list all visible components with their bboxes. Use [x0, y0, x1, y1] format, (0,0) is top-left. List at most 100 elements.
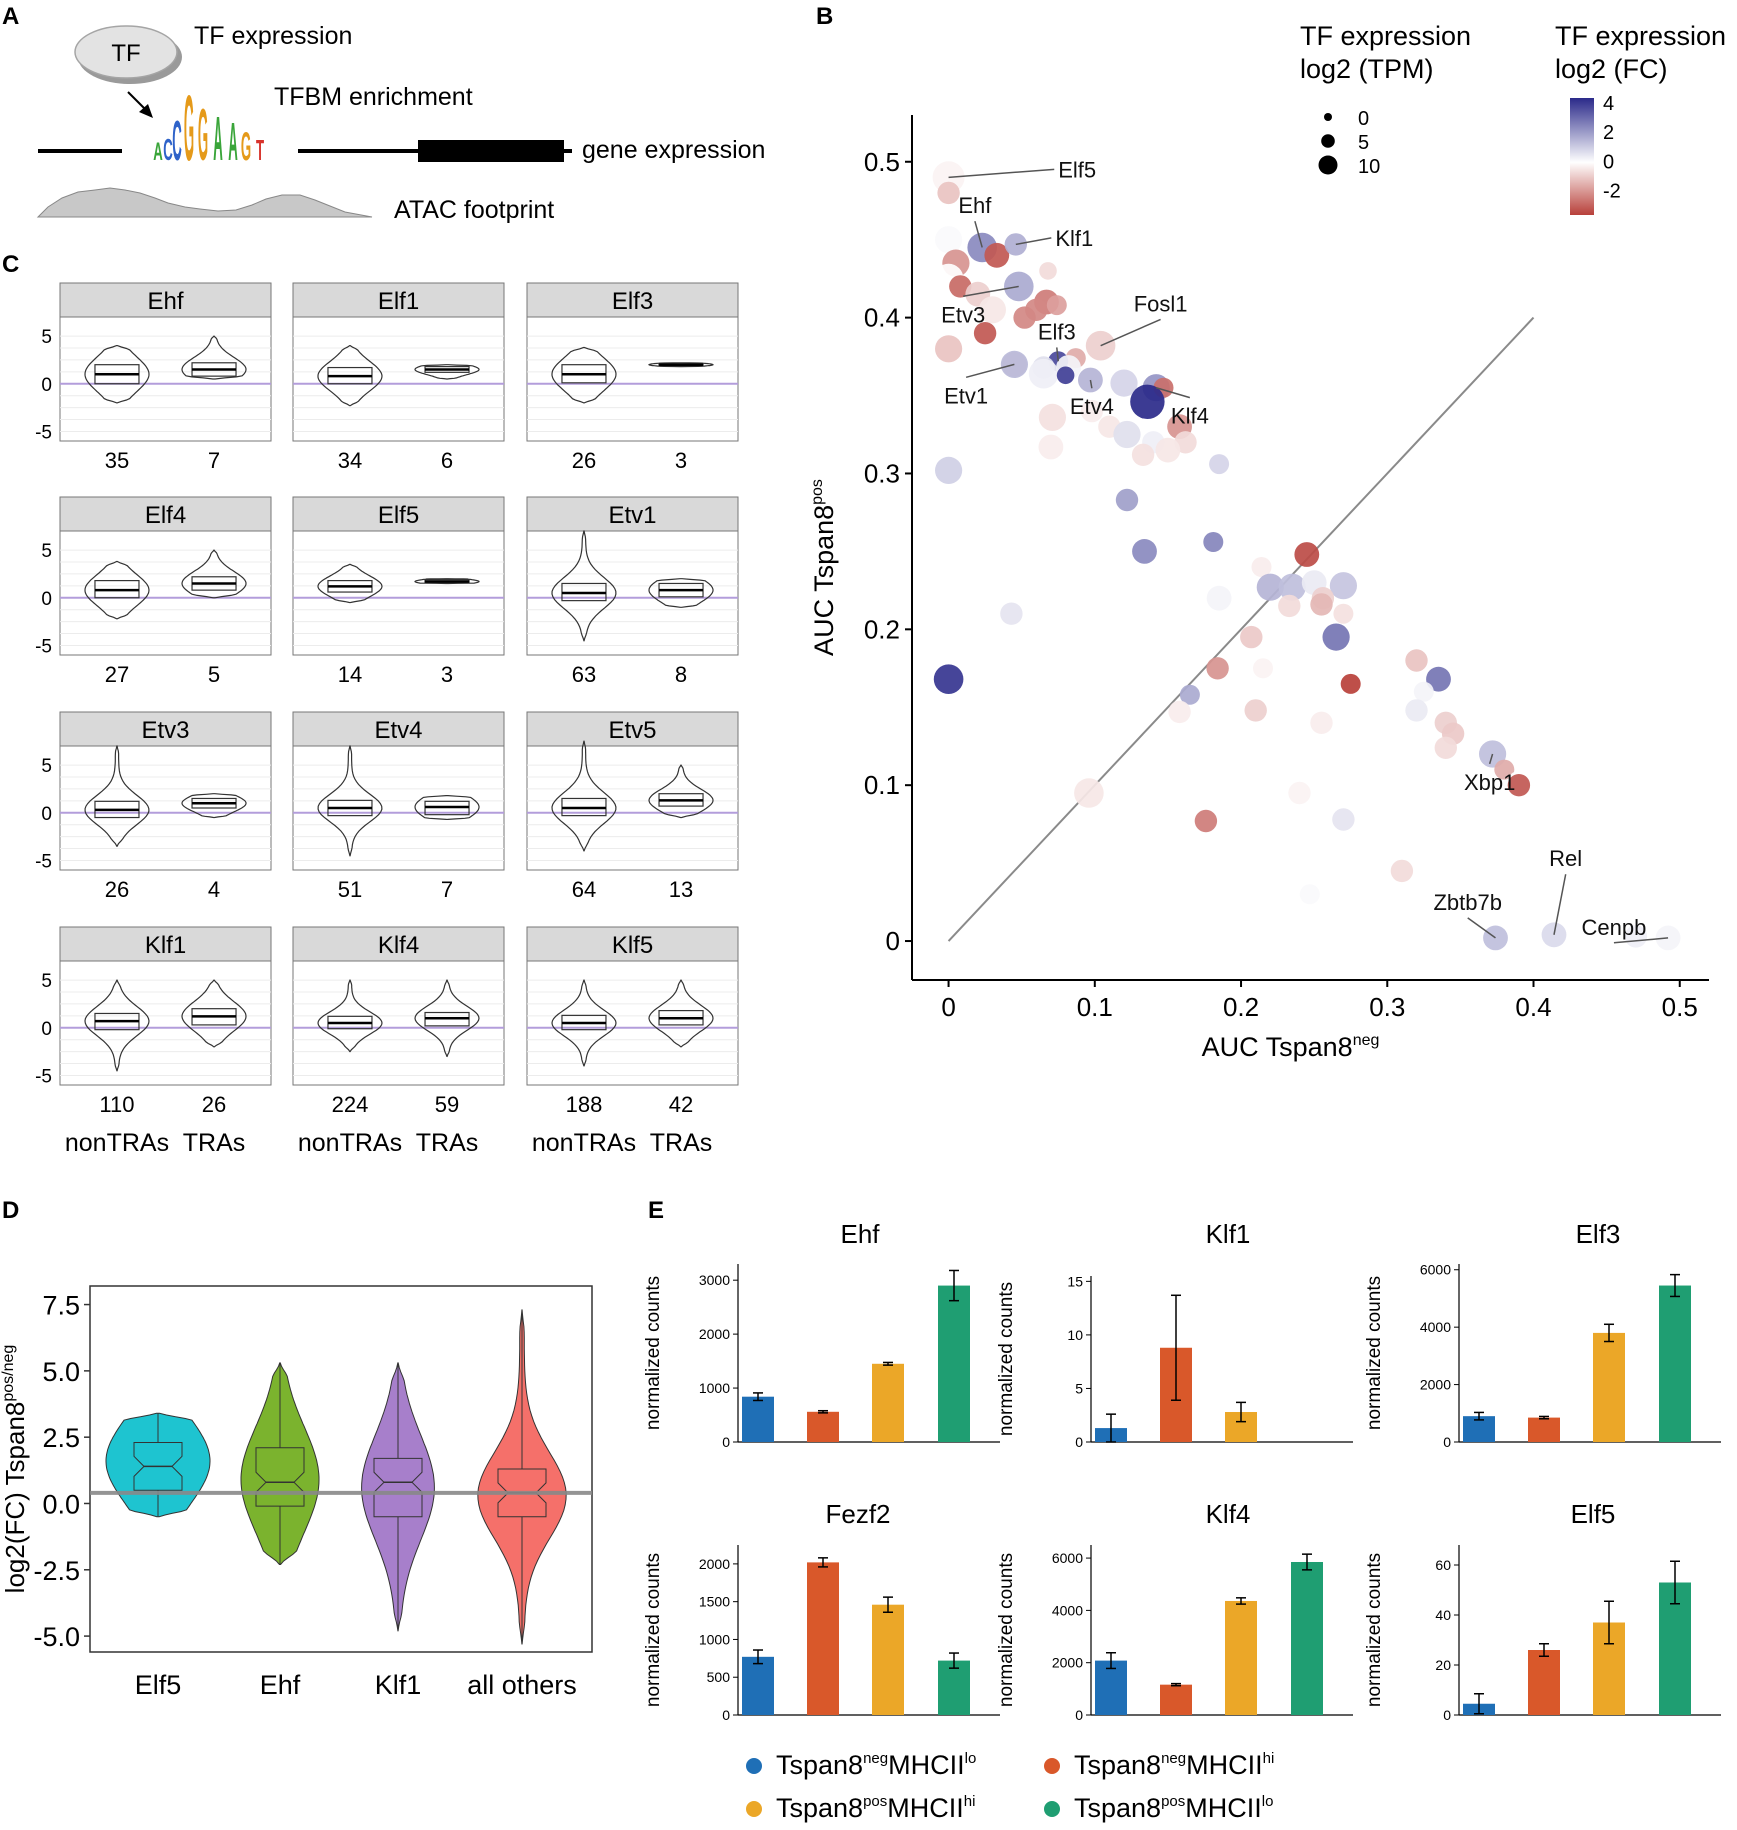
y-tick-label: 0.4: [864, 303, 900, 333]
scatter-point: [1413, 681, 1434, 702]
size-legend-label: 5: [1358, 132, 1369, 154]
facet-title: Etv3: [141, 717, 189, 744]
bar: [938, 1660, 970, 1715]
bar: [1528, 1650, 1560, 1715]
x-axis-title-text: AUC Tspan8: [1202, 1032, 1353, 1062]
color-legend-title-line: TF expression: [1555, 21, 1726, 51]
x-tick-label: 0.2: [1223, 992, 1259, 1022]
y-tick-label: 10: [1067, 1327, 1083, 1343]
legend-label-sup: neg: [1161, 1750, 1186, 1767]
x-category-label: nonTRAs: [65, 1129, 169, 1157]
y-tick-label: 1000: [699, 1380, 730, 1396]
scatter-point: [1494, 759, 1515, 780]
facet-title: Klf4: [378, 932, 419, 959]
y-tick-label: 2000: [699, 1556, 730, 1572]
y-tick-label: 0: [1443, 1707, 1451, 1723]
facet-strip: [292, 496, 505, 532]
bar: [1593, 1332, 1625, 1442]
y-axis-title: AUC Tspan8pos: [809, 479, 839, 656]
color-legend-label: 4: [1603, 93, 1614, 115]
facet-strip: [292, 282, 505, 318]
x-tick-label: 0.5: [1662, 992, 1698, 1022]
panel-letter-e: E: [648, 1197, 664, 1224]
annotation-leader: [965, 363, 1015, 379]
violin-shape: [414, 795, 480, 821]
violin-shape: [551, 979, 617, 1067]
scatter-point: [1038, 403, 1066, 431]
group-count: 110: [99, 1092, 134, 1117]
bar-panel: Elf5 0 20 40 60 normalized counts: [1364, 1499, 1721, 1723]
scatter-point: [1000, 350, 1028, 378]
legend-label-sup: hi: [964, 1793, 976, 1810]
group-count: 13: [669, 877, 693, 902]
y-tick-label: -5: [35, 422, 52, 443]
y-tick-label: 2000: [699, 1326, 730, 1342]
scatter-point: [984, 242, 1010, 268]
scatter-point: [1322, 623, 1350, 651]
facet-title: Elf4: [145, 502, 186, 529]
color-legend-title-line: log2 (FC): [1555, 54, 1668, 84]
scatter-point: [1288, 781, 1311, 805]
diagonal-line: [947, 316, 1535, 942]
facet-strip: [59, 711, 272, 747]
panel-b-scatter: 0 0.1 0.2 0.3 0.4 0.5 0 0.1 0.2 0.3 0.4 0.5 AUC Tspa…: [809, 21, 1726, 1062]
y-tick-label: -5: [35, 1066, 52, 1087]
scatter-point: [1085, 330, 1116, 361]
facet-strip: [526, 711, 739, 747]
y-axis-title: normalized counts: [643, 1553, 664, 1707]
annotation-label: Cenpb: [1582, 915, 1647, 940]
x-category-label: Klf1: [375, 1670, 422, 1700]
y-tick-label: 1000: [699, 1631, 730, 1647]
bar-panel: Klf1 0 5 10 15 normalized counts: [996, 1219, 1353, 1450]
y-tick-label: 2.5: [42, 1423, 80, 1453]
facet-title: Elf1: [378, 288, 419, 315]
scatter-point: [1206, 657, 1229, 680]
bar-panel: Klf4 0 2000 4000 6000 normalized counts: [996, 1499, 1353, 1723]
scatter-point: [1450, 864, 1471, 884]
tf-label: TF: [111, 40, 140, 67]
bar-panel: Elf3 0 2000 4000 6000 normalized counts: [1364, 1219, 1721, 1450]
x-axis-title-sup: neg: [1353, 1032, 1380, 1049]
violin-shape: [181, 549, 247, 599]
annotation-leader: [1056, 347, 1059, 362]
scatter-point: [1253, 658, 1273, 679]
scatter-point: [1056, 366, 1075, 385]
scatter-point: [1028, 358, 1059, 389]
violin-shape: [551, 740, 617, 852]
panel-title: Ehf: [840, 1219, 880, 1249]
y-tick-label: 4000: [1052, 1602, 1083, 1618]
scatter-point: [1039, 262, 1057, 280]
y-tick-label: -5: [35, 636, 52, 657]
scatter-point: [1217, 501, 1233, 517]
panel-letter-d: D: [2, 1197, 19, 1224]
x-category-label: TRAs: [183, 1129, 246, 1157]
size-legend-title-line: log2 (TPM): [1300, 54, 1434, 84]
scatter-point: [1130, 384, 1165, 419]
y-tick-label: 15: [1067, 1273, 1083, 1289]
y-tick-label: 7.5: [42, 1291, 80, 1321]
y-tick-label: 5: [41, 327, 52, 348]
atac-footprint-shape: [36, 187, 373, 218]
y-tick-label: 5: [41, 541, 52, 562]
annotation-label: Elf3: [1038, 319, 1076, 344]
y-tick-label: 6000: [1420, 1262, 1451, 1278]
facet-title: Elf3: [612, 288, 653, 315]
scatter-point: [1262, 792, 1285, 816]
annotation-label: Etv4: [1070, 394, 1114, 419]
y-tick-label: 2000: [1420, 1377, 1451, 1393]
y-tick-label: 0.0: [42, 1489, 80, 1519]
facet-panel: Etv4 51 7: [292, 711, 505, 902]
scatter-point: [1131, 443, 1155, 466]
y-axis-title: normalized counts: [996, 1553, 1017, 1707]
facet-panel: Klf4 224 nonTRAs 59 TRAs: [292, 926, 505, 1157]
scatter-point: [1655, 925, 1681, 951]
facet-strip: [526, 496, 739, 532]
group-count: 26: [105, 877, 129, 902]
y-tick-label: 0: [722, 1707, 730, 1723]
legend-label-sup: pos: [863, 1793, 887, 1810]
scatter-point: [1110, 369, 1138, 397]
violin-shape: [414, 979, 480, 1058]
scatter-point: [1000, 602, 1023, 625]
annotation-leader: [1156, 387, 1191, 399]
size-legend-label: 10: [1358, 156, 1380, 178]
